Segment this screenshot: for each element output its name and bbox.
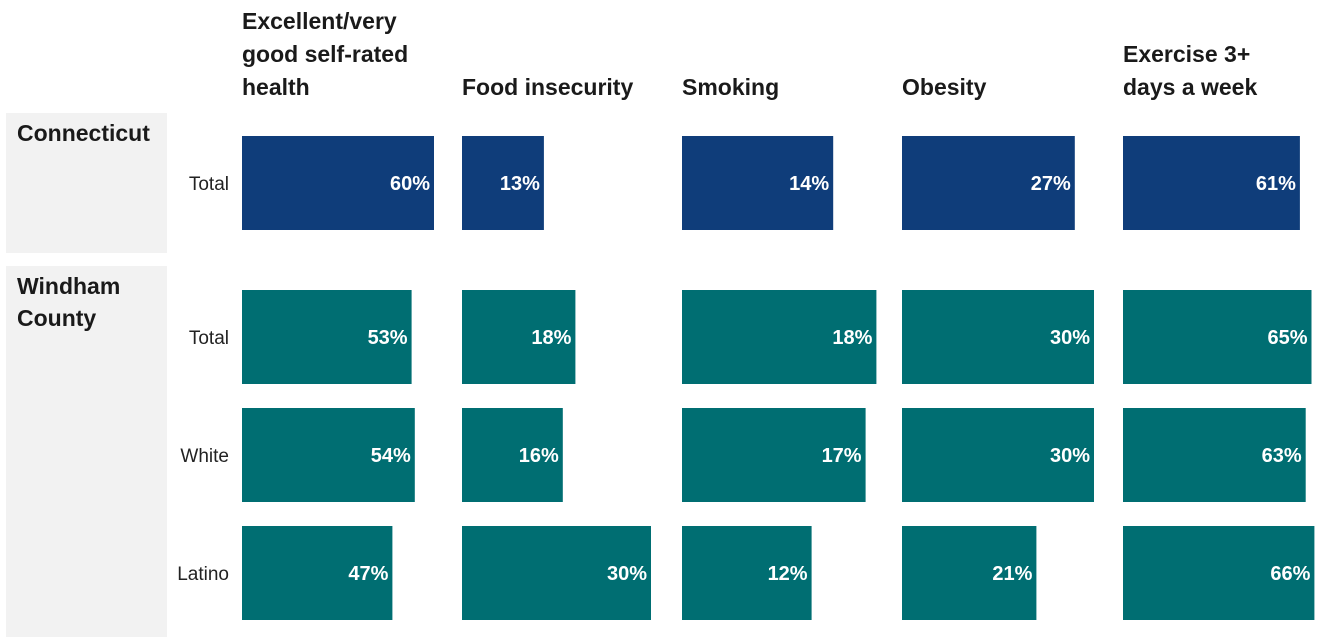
group-label: Windham	[17, 273, 120, 299]
data-label: 30%	[607, 563, 647, 585]
bar	[462, 526, 651, 620]
bar	[1123, 136, 1300, 230]
data-label: 13%	[500, 173, 540, 195]
column-title: Smoking	[682, 74, 779, 100]
bar	[462, 290, 576, 384]
data-label: 47%	[348, 563, 388, 585]
data-label: 21%	[992, 563, 1032, 585]
bar	[902, 290, 1094, 384]
group-label: County	[17, 305, 96, 331]
column-title: Obesity	[902, 74, 987, 100]
bar	[682, 408, 866, 502]
column-title: Excellent/very	[242, 8, 397, 34]
group-label: Connecticut	[17, 120, 150, 146]
bar	[682, 290, 877, 384]
column-title: Food insecurity	[462, 74, 633, 100]
bar	[242, 136, 434, 230]
bar	[1123, 526, 1315, 620]
bar	[242, 526, 393, 620]
data-label: 65%	[1267, 327, 1307, 349]
bar	[682, 526, 812, 620]
row-label: Latino	[177, 564, 229, 585]
bar	[462, 408, 563, 502]
bar	[902, 136, 1075, 230]
bar	[462, 136, 544, 230]
data-label: 61%	[1256, 173, 1296, 195]
data-label: 18%	[832, 327, 872, 349]
data-label: 66%	[1270, 563, 1310, 585]
bar	[1123, 290, 1312, 384]
data-label: 30%	[1050, 445, 1090, 467]
data-label: 12%	[768, 563, 808, 585]
row-label: Total	[189, 328, 229, 349]
data-label: 54%	[371, 445, 411, 467]
bar	[902, 408, 1094, 502]
data-label: 63%	[1262, 445, 1302, 467]
row-label: Total	[189, 174, 229, 195]
column-title: health	[242, 74, 310, 100]
data-label: 27%	[1031, 173, 1071, 195]
column-title: good self-rated	[242, 41, 408, 67]
data-label: 60%	[390, 173, 430, 195]
data-label: 53%	[368, 327, 408, 349]
bar	[1123, 408, 1306, 502]
column-title: days a week	[1123, 74, 1257, 100]
data-label: 17%	[822, 445, 862, 467]
bar	[242, 290, 412, 384]
column-title: Exercise 3+	[1123, 41, 1250, 67]
group-panel-0	[6, 113, 167, 253]
data-label: 30%	[1050, 327, 1090, 349]
data-label: 18%	[531, 327, 571, 349]
bar	[242, 408, 415, 502]
data-label: 16%	[519, 445, 559, 467]
group-panel-1	[6, 266, 167, 637]
data-label: 14%	[789, 173, 829, 195]
bar	[682, 136, 834, 230]
row-label: White	[180, 446, 229, 467]
bar	[902, 526, 1037, 620]
